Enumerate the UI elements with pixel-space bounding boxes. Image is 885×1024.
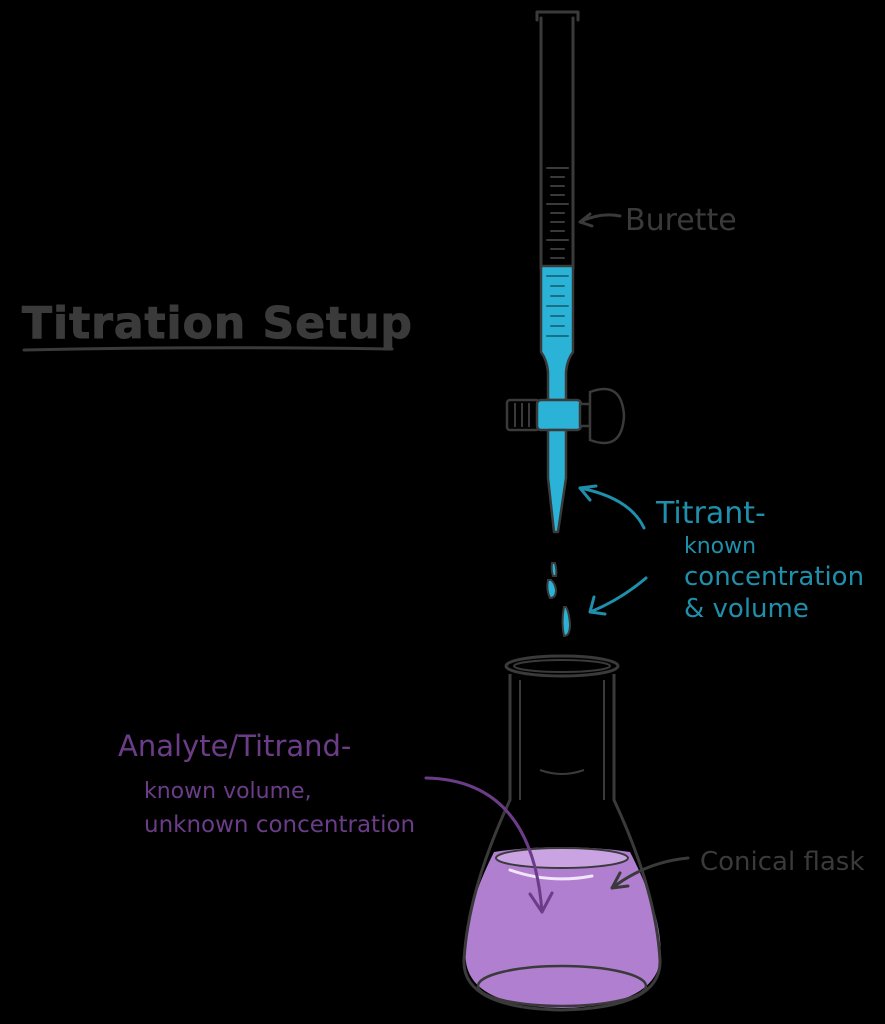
titrant-arrow-tip bbox=[578, 484, 646, 530]
titrant-line-1: known bbox=[684, 534, 756, 559]
stopcock-body bbox=[535, 398, 583, 432]
stopcock bbox=[505, 387, 626, 445]
burette-label: Burette bbox=[625, 203, 737, 238]
analyte-title: Analyte/Titrand- bbox=[118, 729, 351, 763]
stopcock-handle bbox=[588, 387, 626, 445]
burette-tube bbox=[539, 16, 575, 270]
drop-3 bbox=[561, 606, 572, 638]
titrant-line-3: & volume bbox=[684, 594, 809, 624]
liquid-surface bbox=[495, 847, 629, 869]
flask-label: Conical flask bbox=[700, 847, 864, 877]
analyte-line-1: known volume, bbox=[144, 779, 312, 804]
titrant-drops bbox=[546, 562, 572, 638]
conical-flask bbox=[462, 654, 662, 1012]
diagram-title: Titration Setup bbox=[22, 298, 413, 349]
flask-base bbox=[476, 964, 648, 1008]
analyte-line-2: unknown concentration bbox=[144, 812, 415, 838]
burette-tip bbox=[546, 428, 568, 534]
flask-outline bbox=[462, 674, 662, 1012]
title-underline bbox=[22, 346, 394, 352]
analyte-arrow bbox=[424, 776, 554, 914]
titrant-arrow-drops bbox=[588, 576, 648, 616]
burette-arrow bbox=[578, 212, 622, 228]
titrant-line-2: concentration bbox=[684, 562, 864, 592]
titrant-title: Titrant- bbox=[655, 496, 766, 531]
analyte-liquid bbox=[465, 847, 661, 1008]
stopcock-stem bbox=[578, 402, 592, 428]
burette-graduations bbox=[546, 167, 569, 259]
liquid-graduations bbox=[546, 275, 569, 337]
drop-1 bbox=[550, 562, 558, 577]
drop-2 bbox=[546, 579, 558, 600]
flask-arrow bbox=[610, 856, 690, 890]
burette-rim bbox=[535, 10, 580, 22]
burette bbox=[505, 10, 626, 534]
